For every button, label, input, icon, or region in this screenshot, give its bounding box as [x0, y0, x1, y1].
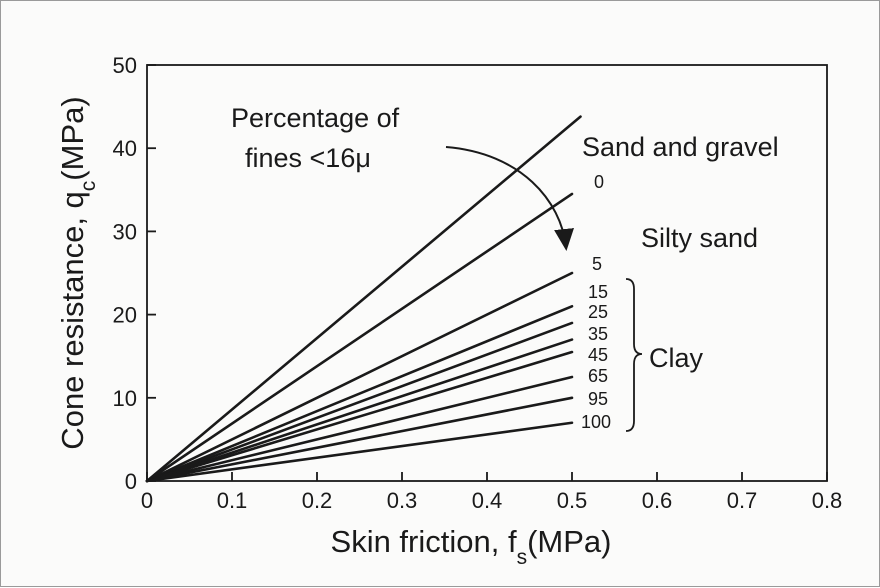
x-tick-label: 0.2	[302, 488, 333, 513]
x-tick-label: 0.1	[217, 488, 248, 513]
clay-brace	[625, 278, 643, 432]
x-tick-label: 0.3	[387, 488, 418, 513]
series-line-6	[145, 350, 574, 483]
annotation-arrow	[445, 146, 574, 251]
line-label-25: 25	[588, 302, 608, 322]
line-label-45: 45	[588, 345, 608, 365]
y-axis-ticks: 0 10 20 30 40 50	[113, 53, 156, 494]
series-line-0	[145, 115, 582, 483]
line-label-100: 100	[581, 412, 611, 432]
zone-label-clay: Clay	[649, 343, 704, 373]
x-tick-label: 0	[141, 488, 153, 513]
y-tick-label: 50	[113, 53, 137, 78]
x-tick-label: 0.6	[642, 488, 673, 513]
line-label-65: 65	[588, 366, 608, 386]
series-line-9	[145, 421, 574, 483]
series-line-1	[145, 192, 574, 483]
y-tick-label: 20	[113, 303, 137, 328]
line-label-15: 15	[588, 282, 608, 302]
x-axis-title: Skin friction, fs(MPa)	[331, 524, 612, 569]
annotation-line-1: Percentage of	[231, 103, 400, 133]
y-axis-title: Cone resistance, qc(MPa)	[55, 96, 100, 449]
x-tick-label: 0.5	[557, 488, 588, 513]
line-label-0: 0	[594, 172, 604, 192]
x-axis-ticks: 0 0.1 0.2 0.3 0.4 0.5 0.6 0.7 0.8	[141, 472, 842, 513]
series-line-7	[145, 375, 574, 483]
x-tick-label: 0.8	[812, 488, 843, 513]
line-label-95: 95	[588, 389, 608, 409]
series-line-4	[145, 321, 574, 483]
line-label-35: 35	[588, 324, 608, 344]
annotation-line-2: fines <16μ	[245, 143, 371, 173]
y-tick-label: 40	[113, 136, 137, 161]
y-tick-label: 0	[125, 469, 137, 494]
y-tick-label: 10	[113, 386, 137, 411]
x-tick-label: 0.4	[472, 488, 503, 513]
line-label-5: 5	[592, 254, 602, 274]
series-line-3	[145, 304, 574, 483]
series-line-8	[145, 396, 574, 483]
series-lines	[145, 115, 582, 483]
series-line-2	[145, 271, 574, 483]
x-tick-label: 0.7	[727, 488, 758, 513]
zone-label-silty-sand: Silty sand	[641, 223, 758, 253]
series-line-5	[145, 338, 574, 483]
y-tick-label: 30	[113, 219, 137, 244]
zone-label-sand-and-gravel: Sand and gravel	[582, 132, 779, 162]
